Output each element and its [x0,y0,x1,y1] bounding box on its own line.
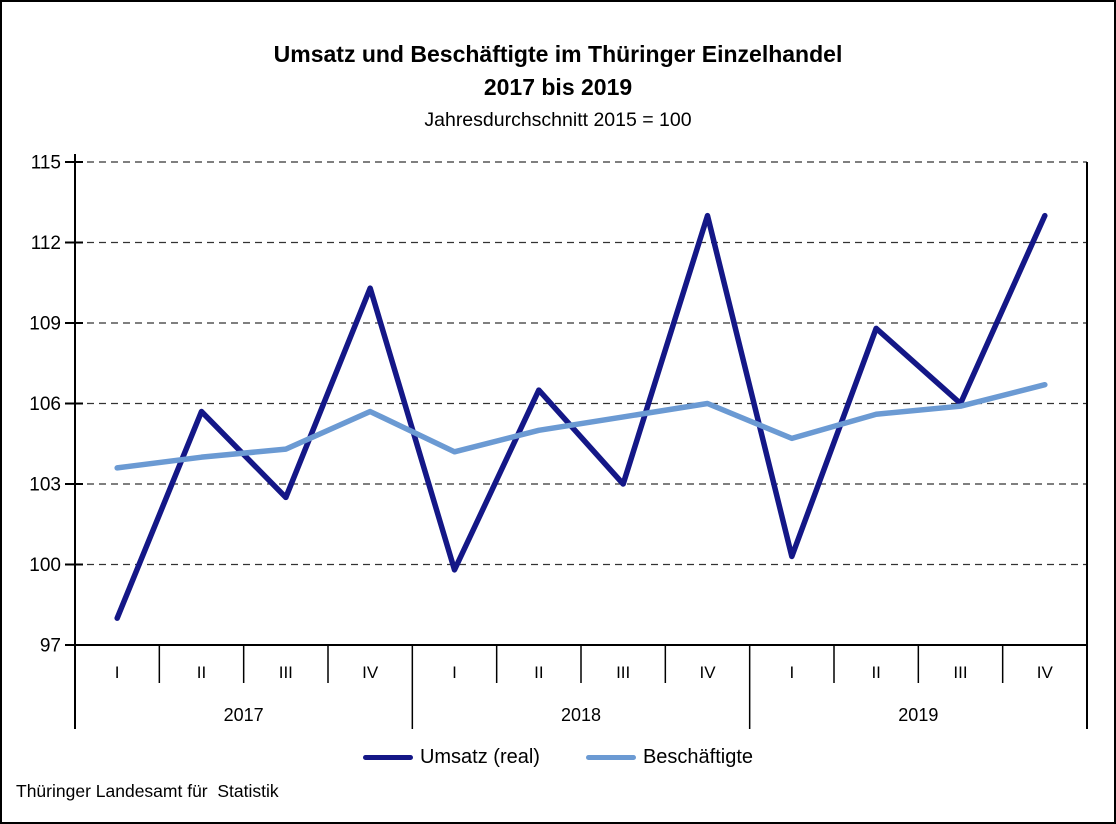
y-tick-label: 109 [29,314,61,335]
series-line-beschaeftigte [114,381,1048,471]
quarter-label: I [452,663,457,682]
y-tick-label: 103 [29,475,61,496]
chart-header: Umsatz und Beschäftigte im Thüringer Ein… [2,38,1114,136]
y-tick-label: 100 [29,555,61,576]
chart-title-line2: 2017 bis 2019 [483,74,633,100]
year-label: 2017 [224,705,264,725]
quarter-label: I [115,663,120,682]
quarter-label: IV [362,663,379,682]
y-tick-label: 115 [31,153,61,174]
quarter-label: III [616,663,630,682]
source-attribution: Thüringer Landesamt für Statistik [16,781,279,801]
y-tick-label: 106 [29,394,61,415]
legend-item-umsatz: Umsatz (real) [362,746,540,769]
y-tick-label: 112 [31,233,61,254]
quarter-label: II [534,663,543,682]
legend-item-beschaeftigte: Beschäftigte [585,746,754,769]
chart-title-line1: Umsatz und Beschäftigte im Thüringer Ein… [273,41,843,67]
legend: Umsatz (real) Beschäftigte [2,746,1114,769]
legend-label-umsatz: Umsatz (real) [419,746,540,768]
quarter-label: IV [699,663,716,682]
quarter-label: III [953,663,967,682]
legend-label-beschaeftigte: Beschäftigte [642,746,754,768]
quarter-label: II [871,663,880,682]
quarter-label: III [279,663,293,682]
legend-swatch-umsatz-line [362,755,413,760]
series-line-umsatz [114,212,1048,621]
quarter-label: II [197,663,206,682]
chart-subtitle: Jahresdurchschnitt 2015 = 100 [424,109,692,131]
legend-swatch-beschaeftigte-line [585,755,636,760]
year-label: 2018 [561,705,601,725]
y-tick-label: 97 [40,636,61,657]
year-label: 2019 [898,705,938,725]
quarter-label: I [789,663,794,682]
quarter-label: IV [1037,663,1054,682]
